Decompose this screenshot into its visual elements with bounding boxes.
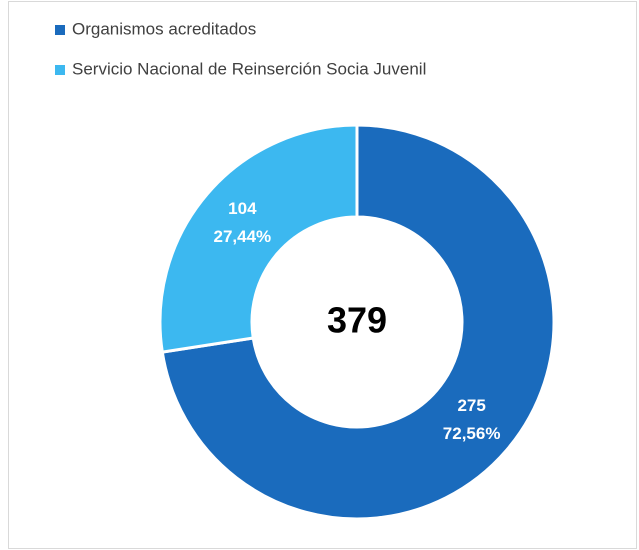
value-label: 275 bbox=[457, 396, 485, 415]
legend-swatch bbox=[55, 25, 65, 35]
legend-label: Servicio Nacional de Reinserción Socia J… bbox=[72, 59, 426, 78]
donut-slice bbox=[160, 123, 556, 521]
donut-slice bbox=[158, 123, 359, 354]
value-label: 104 bbox=[228, 199, 257, 218]
legend-label: Organismos acreditados bbox=[72, 19, 256, 38]
percent-label: 27,44% bbox=[214, 227, 272, 246]
percent-label: 72,56% bbox=[443, 424, 501, 443]
legend-swatch bbox=[55, 65, 65, 75]
center-label: 379 bbox=[327, 300, 387, 341]
